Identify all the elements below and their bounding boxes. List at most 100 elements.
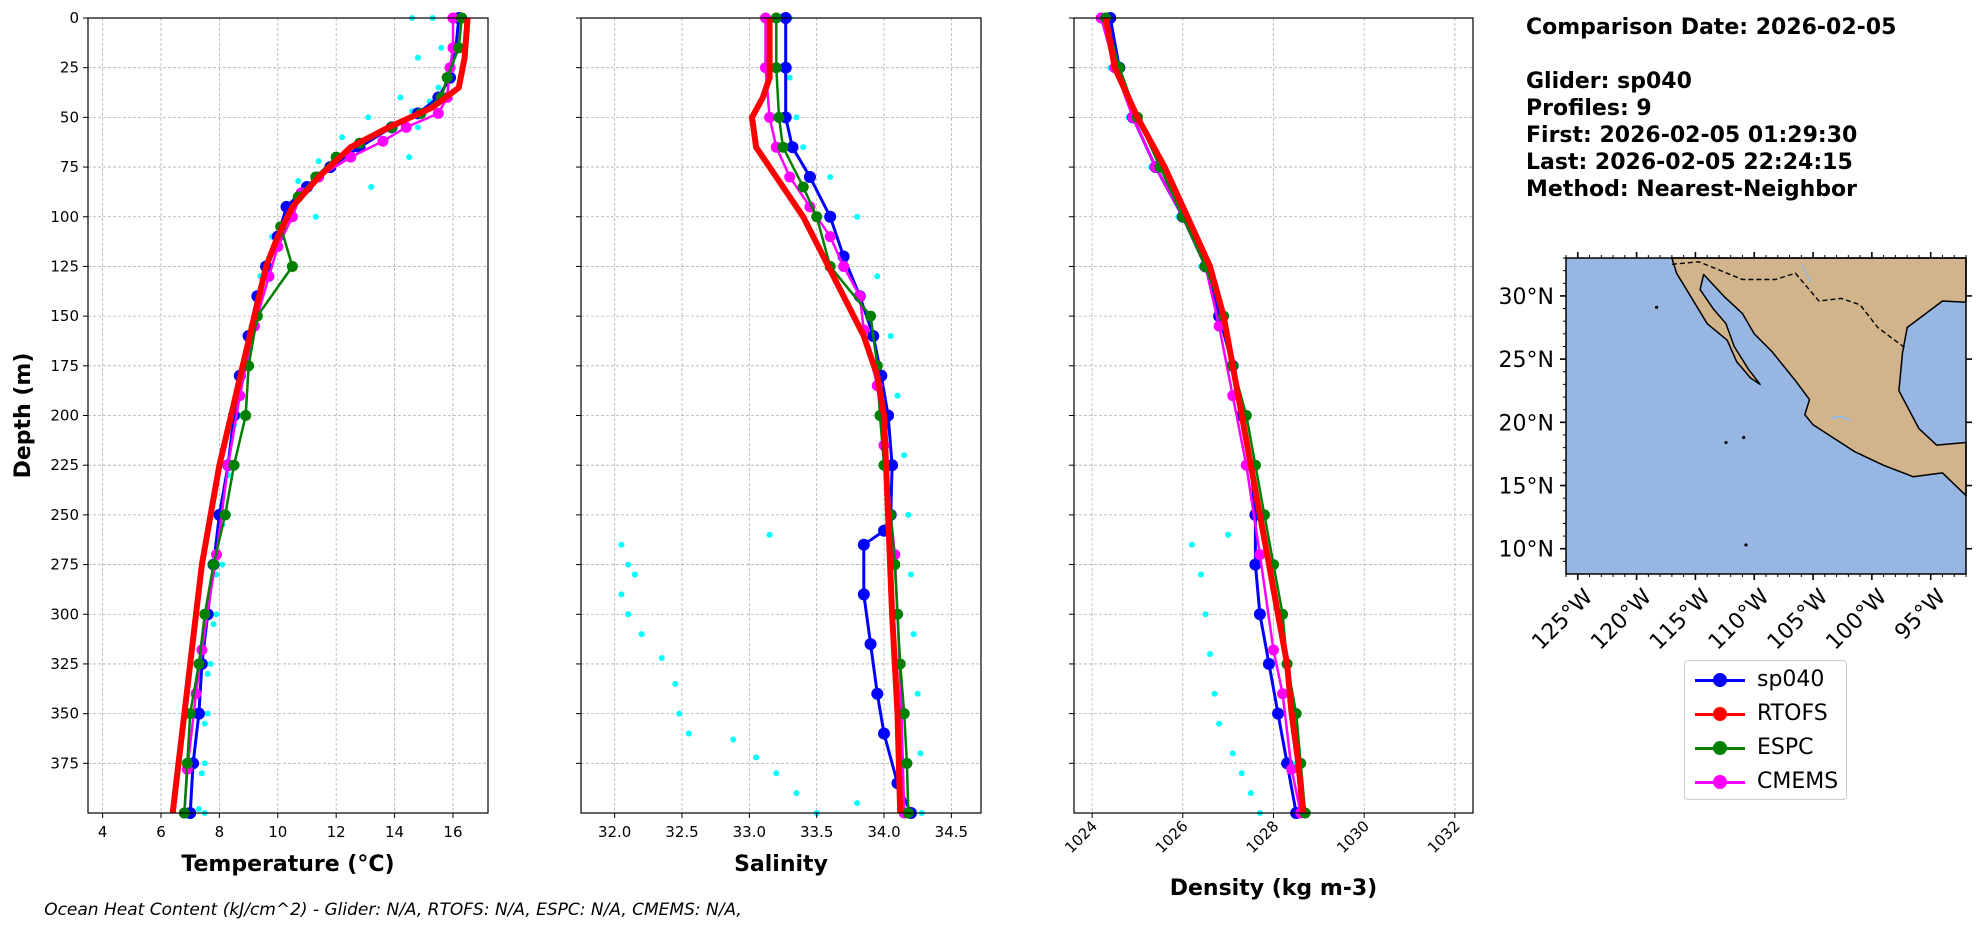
series-point [773,111,785,123]
raw-point [618,541,625,548]
series-point [1253,608,1266,621]
raw-point [1188,541,1195,548]
x-tick-label: 1030 [1333,817,1373,857]
legend-item-cmems: CMEMS [1685,765,1846,799]
island [1742,435,1746,440]
raw-point [219,561,226,568]
series-point [1213,320,1225,332]
y-tick-label: 375 [50,754,79,772]
raw-point [1202,611,1209,618]
series-point [432,107,444,119]
series-point [824,231,836,243]
legend-item-rtofs: RTOFS [1685,697,1846,731]
footer-text: Ocean Heat Content (kJ/cm^2) - Glider: N… [44,900,742,920]
x-tick-label: 10 [268,823,287,841]
series-point [764,111,776,123]
raw-point [1247,790,1254,797]
y-tick-label: 200 [50,407,79,425]
raw-point [1238,770,1245,777]
grid [1074,17,1473,813]
raw-point [365,114,372,121]
x-tick-label: 1024 [1061,817,1101,857]
series-point [219,509,231,521]
raw-point [625,561,632,568]
lon-tick-label: 100°W [1822,584,1893,655]
lon-tick-label: 115°W [1645,584,1716,655]
raw-point [800,144,807,151]
raw-point [315,158,322,165]
raw-point [414,124,421,131]
raw-point [213,611,220,618]
raw-point [905,511,912,518]
comparison-date: Comparison Date: 2026-02-05 [1526,15,1897,40]
series-point [1254,549,1266,561]
raw-point [854,213,861,220]
raw-point [910,631,917,638]
x-tick-label: 1032 [1424,817,1464,857]
series-line [169,17,471,814]
x-axis-label: Temperature (°C) [181,852,394,877]
legend-item-sp040: sp040 [1685,663,1846,697]
y-tick-label: 0 [69,9,79,27]
raw-point [618,591,625,598]
raw-point [213,571,220,578]
series-point [803,171,816,183]
y-tick-label: 275 [50,556,79,574]
raw-point [201,760,208,767]
x-tick-label: 12 [327,823,346,841]
first-time: First: 2026-02-05 01:29:30 [1526,123,1858,148]
series-sp040 [1104,12,1303,819]
series-point [1277,688,1289,700]
land [1671,257,1967,497]
y-tick-label: 75 [60,158,79,176]
raw-point [207,660,214,667]
series-point [181,757,193,769]
series-point [864,638,877,651]
series-line [1099,17,1302,814]
series-point [377,135,389,147]
series-point [192,707,205,720]
raw-point [368,183,375,190]
raw-point [914,690,921,697]
x-tick-label: 33.0 [733,823,766,841]
raw-point [786,74,793,81]
series-point [786,141,799,154]
raw-point [658,654,665,661]
raw-point [1197,571,1204,578]
series-point [1286,763,1298,775]
legend-marker [1713,741,1727,755]
panel-1: 4 6 8 10 12 14 16 0 25 50 75 100 125 150 175 200 225 250 2… [11,9,489,877]
y-axis-label: Depth (m) [11,353,36,479]
lon-tick-label: 95°W [1890,584,1951,645]
lon-tick-label: 110°W [1704,584,1775,655]
lat-tick-label: 15°N [1499,475,1554,500]
series-point [784,171,796,183]
raw-point [672,680,679,687]
last-time: Last: 2026-02-05 22:24:15 [1526,150,1853,175]
raw-point [312,213,319,220]
raw-point [887,333,894,339]
river [1800,263,1812,283]
series-point [797,181,809,193]
legend-label: CMEMS [1757,769,1839,794]
raw-point [414,54,421,61]
raw-point [917,750,924,757]
series-point [857,588,870,601]
series-point [838,260,850,272]
profile-count: Profiles: 9 [1526,96,1652,121]
raw-point [907,571,914,578]
profile-plots: 4 6 8 10 12 14 16 0 25 50 75 100 125 150 175 200 225 250 2… [11,9,1474,901]
raw-point [1211,690,1218,697]
series-point [345,151,357,163]
series-point [228,459,240,471]
y-tick-label: 150 [50,307,79,325]
island [1654,305,1659,309]
series-point [1268,644,1279,656]
x-tick-label: 6 [156,823,166,841]
x-axis-label: Density (kg m-3) [1170,876,1378,901]
raw-point [204,710,211,717]
raw-point [773,770,780,777]
series-point [400,121,412,133]
legend: sp040 RTOFS ESPC CMEMS [1684,660,1847,800]
raw-point [730,736,737,743]
